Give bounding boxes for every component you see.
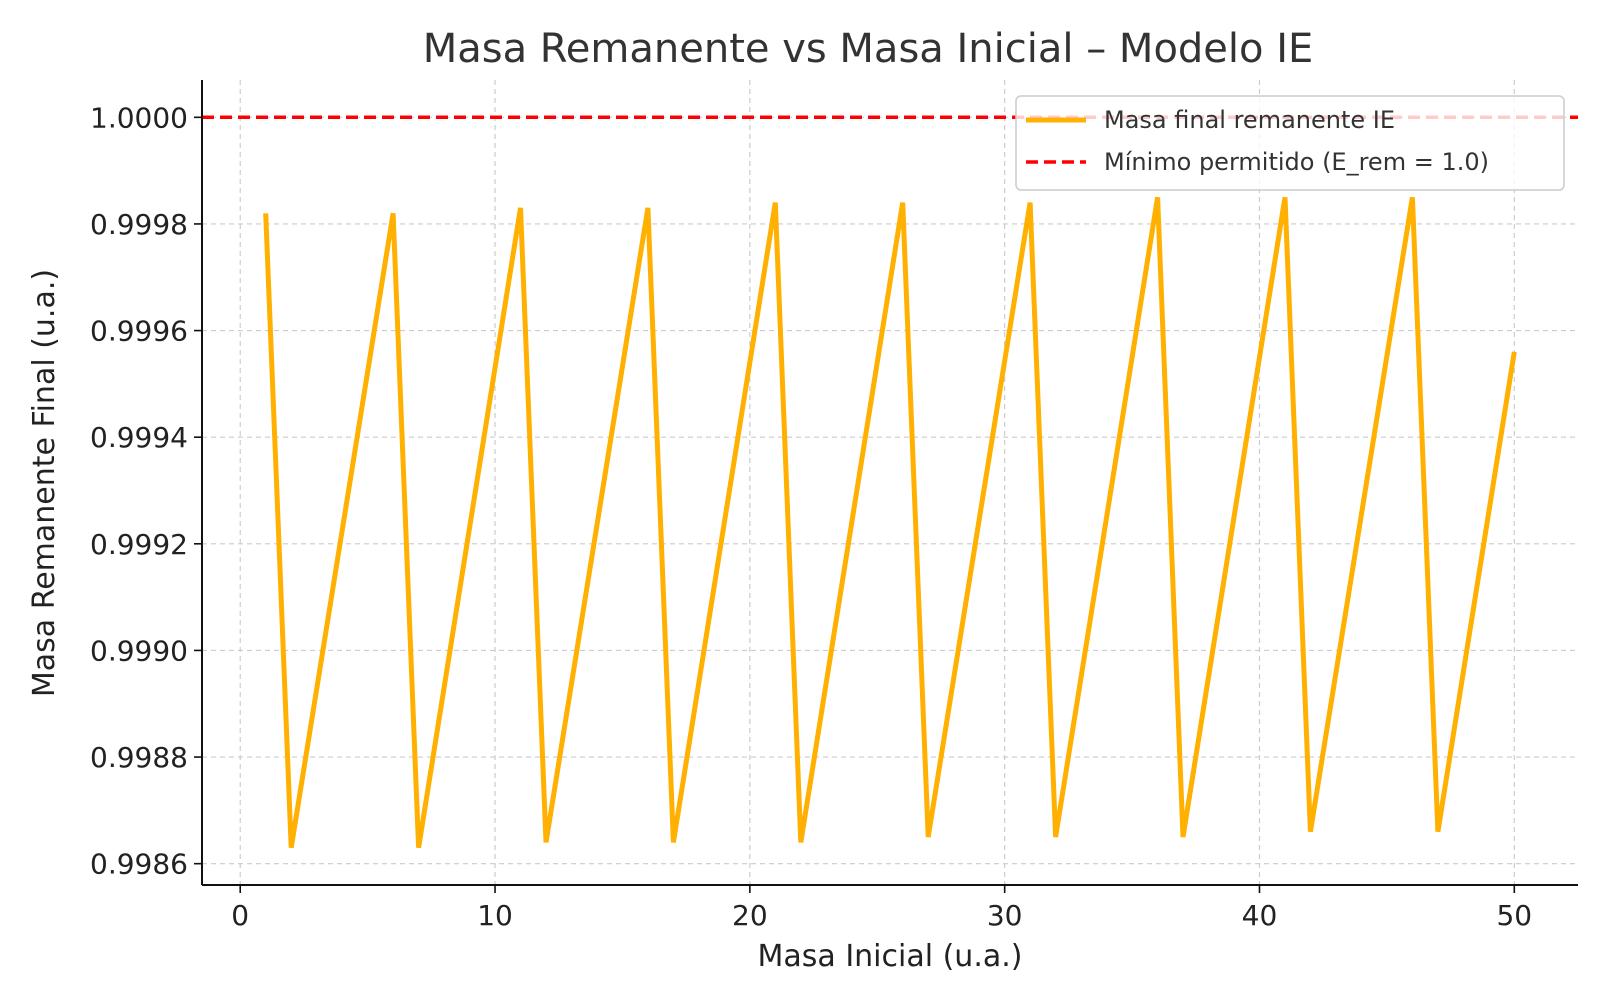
legend-label-minimo: Mínimo permitido (E_rem = 1.0) — [1104, 148, 1489, 176]
y-tick-label: 0.9998 — [90, 208, 188, 241]
y-tick-label: 0.9986 — [90, 848, 188, 881]
y-tick-label: 0.9990 — [90, 634, 188, 667]
legend: Masa final remanente IE Mínimo permitido… — [1015, 95, 1565, 191]
y-tick-label: 0.9988 — [90, 741, 188, 774]
chart-title: Masa Remanente vs Masa Inicial – Modelo … — [423, 26, 1314, 72]
x-tick-label: 50 — [1496, 899, 1532, 932]
x-tick-label: 30 — [987, 899, 1023, 932]
x-tick-label: 20 — [732, 899, 768, 932]
y-ticks: 0.9986 0.9988 0.9990 0.9992 0.9994 0.9996 0.99… — [90, 101, 202, 881]
y-axis-label: Masa Remanente Final (u.a.) — [27, 269, 62, 697]
legend-label-remanente: Masa final remanente IE — [1104, 106, 1395, 134]
y-tick-label: 0.9992 — [90, 528, 188, 561]
y-tick-label: 1.0000 — [90, 101, 188, 134]
series-line-remanente — [263, 196, 1517, 849]
x-tick-label: 10 — [477, 899, 513, 932]
legend-box — [1015, 95, 1565, 191]
x-axis-label: Masa Inicial (u.a.) — [758, 939, 1023, 974]
y-tick-label: 0.9994 — [90, 421, 188, 454]
grid — [202, 80, 1578, 885]
x-tick-label: 0 — [231, 899, 249, 932]
x-ticks: 0 10 20 30 40 50 — [231, 885, 1532, 932]
x-tick-label: 40 — [1242, 899, 1278, 932]
series-group — [202, 115, 1578, 849]
y-tick-label: 0.9996 — [90, 315, 188, 348]
